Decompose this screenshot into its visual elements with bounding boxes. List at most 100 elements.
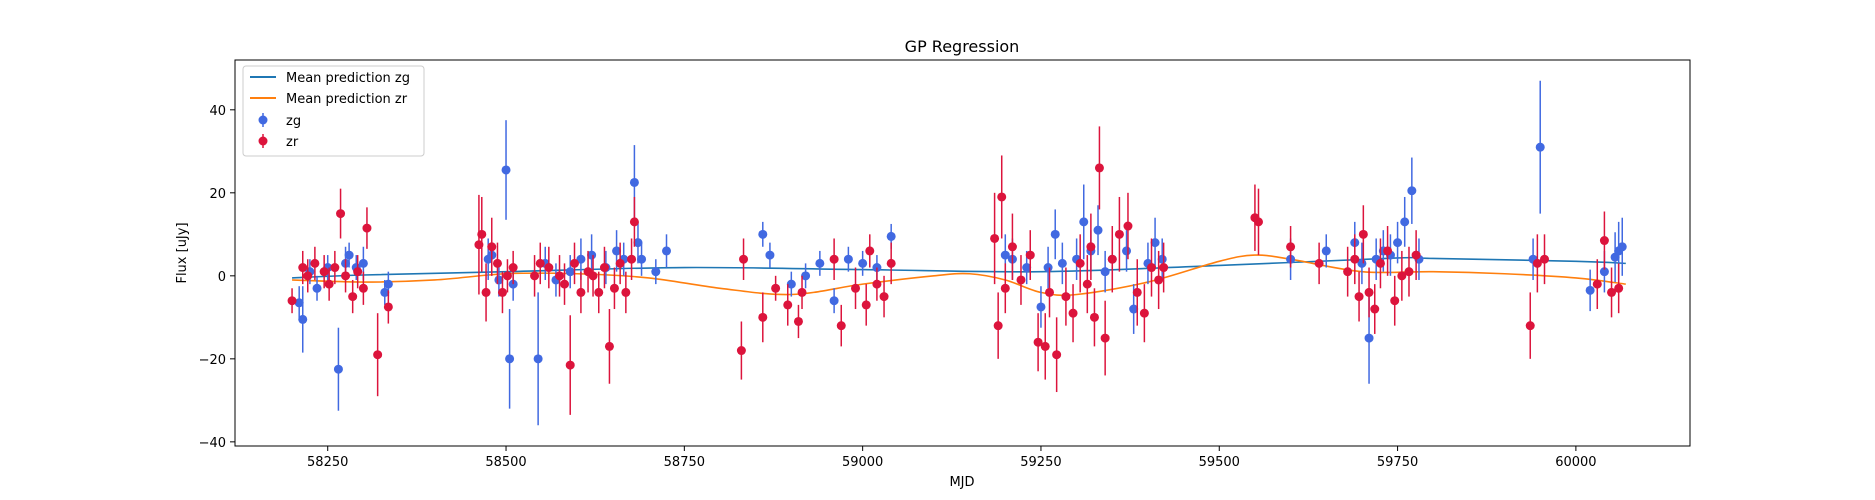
data-point-zg — [587, 250, 597, 260]
data-point-zr — [1364, 287, 1374, 297]
data-point-zr — [341, 271, 351, 281]
data-point-zr — [492, 258, 502, 268]
data-point-zr — [1397, 271, 1407, 281]
data-point-zg — [1157, 254, 1167, 264]
data-point-zg — [1357, 258, 1367, 268]
data-point-zg — [786, 279, 796, 289]
legend-swatch-zg-points — [258, 113, 268, 127]
data-point-zg — [312, 283, 322, 293]
data-point-zr — [1404, 267, 1414, 277]
data-point-zr — [1354, 292, 1364, 302]
data-point-zr — [1033, 337, 1043, 347]
data-point-zr — [535, 258, 545, 268]
data-point-zg — [651, 267, 661, 277]
data-point-zr — [736, 346, 746, 356]
legend-label-zg-line: Mean prediction zg — [286, 71, 410, 86]
data-point-zg — [1400, 217, 1410, 227]
data-point-zr — [609, 283, 619, 293]
data-point-zr — [872, 279, 882, 289]
data-point-zr — [1390, 296, 1400, 306]
data-point-zr — [879, 292, 889, 302]
data-point-zr — [319, 267, 329, 277]
data-point-zr — [861, 300, 871, 310]
data-point-zr — [530, 271, 540, 281]
data-point-zr — [739, 254, 749, 264]
data-point-zr — [599, 263, 609, 273]
data-point-zr — [1525, 321, 1535, 331]
data-point-zg — [801, 271, 811, 281]
data-point-zr — [797, 287, 807, 297]
data-point-zr — [758, 312, 768, 322]
data-point-zr — [353, 267, 363, 277]
data-point-zg — [637, 254, 647, 264]
data-point-zg — [344, 250, 354, 260]
data-point-zr — [508, 263, 518, 273]
data-point-zr — [298, 263, 308, 273]
data-point-zr — [330, 263, 340, 273]
legend-swatch-zr-points — [258, 134, 268, 148]
data-point-zr — [497, 287, 507, 297]
data-point-zg — [383, 279, 393, 289]
data-point-zr — [604, 341, 614, 351]
data-point-zg — [1599, 267, 1609, 277]
data-point-zr — [1052, 350, 1062, 360]
data-point-zg — [1150, 238, 1160, 248]
data-point-zr — [627, 254, 637, 264]
data-point-zr — [836, 321, 846, 331]
data-point-zr — [1000, 283, 1010, 293]
data-point-zg — [380, 287, 390, 297]
data-point-zr — [1253, 217, 1263, 227]
data-point-zr — [993, 321, 1003, 331]
data-point-zg — [1129, 304, 1139, 314]
data-point-zg — [1043, 263, 1053, 273]
legend-box — [242, 65, 425, 157]
data-point-zr — [594, 287, 604, 297]
data-point-zr — [1614, 283, 1624, 293]
plot-frame — [234, 59, 1691, 447]
data-point-zr — [1592, 279, 1602, 289]
legend-label-zr-line: Mean prediction zr — [286, 92, 408, 107]
data-point-zr — [1314, 258, 1324, 268]
data-point-zg — [533, 354, 543, 364]
data-point-zr — [576, 287, 586, 297]
data-point-zr — [1147, 263, 1157, 273]
data-point-zg — [494, 275, 504, 285]
x-tick-label: 58250 — [307, 455, 348, 470]
data-point-zr — [1286, 242, 1296, 252]
data-point-zg — [765, 250, 775, 260]
data-point-zr — [1089, 312, 1099, 322]
data-point-zr — [1068, 308, 1078, 318]
series-zr — [287, 126, 1624, 415]
data-point-zr — [1358, 229, 1368, 239]
data-point-zg — [633, 238, 643, 248]
data-point-zg — [1057, 258, 1067, 268]
data-point-zr — [1107, 254, 1117, 264]
data-point-zg — [886, 231, 896, 241]
data-point-zg — [1050, 229, 1060, 239]
data-point-zg — [758, 229, 768, 239]
x-tick-label: 59250 — [1020, 455, 1061, 470]
x-tick-label: 59750 — [1377, 455, 1418, 470]
legend-label-zr-points: zr — [286, 135, 299, 150]
x-tick-label: 58750 — [664, 455, 705, 470]
data-point-zg — [612, 246, 622, 256]
data-point-zg — [298, 314, 308, 324]
data-point-zr — [1132, 287, 1142, 297]
data-point-zr — [793, 316, 803, 326]
data-point-zg — [629, 177, 639, 187]
data-point-zg — [1079, 217, 1089, 227]
data-point-zr — [1139, 308, 1149, 318]
data-point-zr — [570, 258, 579, 268]
data-point-zr — [383, 302, 393, 312]
data-point-zg — [843, 254, 853, 264]
data-point-zr — [771, 283, 781, 293]
data-point-zr — [1154, 275, 1164, 285]
data-point-zr — [886, 258, 896, 268]
data-point-zr — [1599, 236, 1609, 246]
data-point-zg — [565, 267, 575, 277]
x-axis-label: MJD — [949, 475, 974, 490]
data-point-zg — [1036, 302, 1046, 312]
data-point-zr — [303, 271, 313, 281]
data-point-zr — [324, 279, 334, 289]
y-axis: −40 −20 0 20 40 — [199, 104, 235, 451]
